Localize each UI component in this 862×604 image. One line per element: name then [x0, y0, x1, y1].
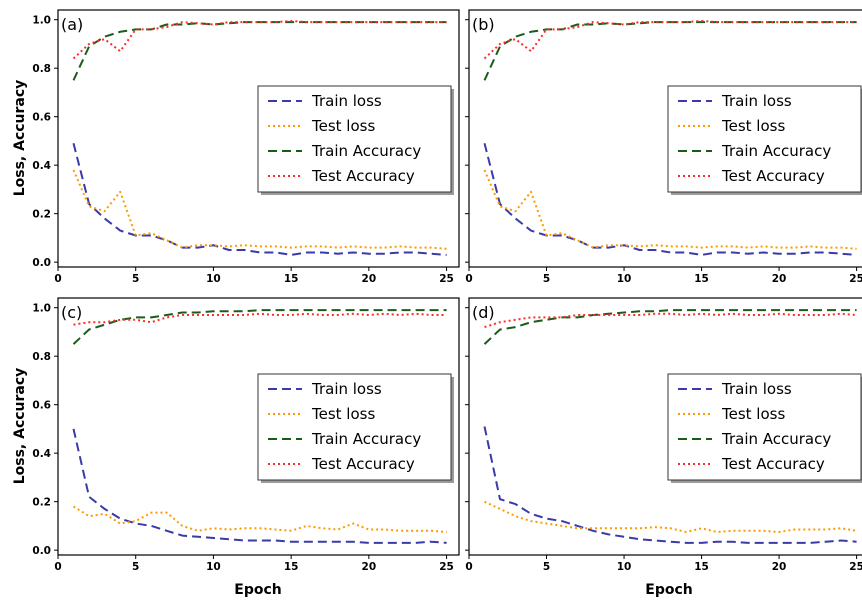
x-tick-label: 20 [772, 561, 787, 573]
chart-panel-2: 0 5 10 15 20 25 (b) Train loss Test loss Train Ac… [465, 9, 862, 285]
legend-entry: Train loss [721, 92, 792, 110]
legend-entry: Train loss [721, 380, 792, 398]
y-axis-label-top: Loss, Accuracy [12, 80, 28, 197]
x-tick-label: 25 [849, 561, 862, 573]
y-tick-label: 1.0 [32, 15, 51, 27]
x-tick-label: 0 [54, 561, 61, 573]
series-line-train-accuracy [72, 21, 447, 81]
x-axis-label-left: Epoch [234, 582, 281, 598]
series-line-train-accuracy [483, 21, 857, 81]
legend-entry: Test Accuracy [311, 455, 415, 473]
x-tick-label: 25 [439, 561, 454, 573]
x-tick-label: 20 [362, 273, 377, 285]
x-tick-label: 15 [284, 273, 299, 285]
x-tick-label: 20 [362, 561, 377, 573]
series-group [483, 309, 857, 544]
panel-label: (c) [61, 303, 82, 322]
legend: Train loss Test loss Train Accuracy Test Ac… [667, 373, 862, 483]
y-tick-label: 0.6 [32, 112, 51, 124]
series-line-test-loss [72, 505, 447, 533]
legend: Train loss Test loss Train Accuracy Test Ac… [667, 85, 862, 195]
x-tick-label: 25 [439, 273, 454, 285]
legend-box [667, 373, 862, 481]
series-group [483, 19, 857, 256]
y-tick-label: 0.4 [32, 448, 51, 460]
legend-entry: Test loss [721, 117, 785, 135]
x-tick-label: 5 [132, 561, 139, 573]
legend: Train loss Test loss Train Accuracy Test Ac… [257, 373, 454, 483]
x-tick-label: 10 [617, 561, 632, 573]
y-tick-label: 1.0 [32, 303, 51, 315]
y-tick-label: 0.8 [32, 63, 51, 75]
legend: Train loss Test loss Train Accuracy Test Ac… [257, 85, 454, 195]
legend-entry: Test Accuracy [721, 167, 825, 185]
x-tick-label: 20 [772, 273, 787, 285]
x-tick-label: 0 [465, 561, 472, 573]
series-line-test-loss [484, 500, 857, 533]
y-axis-label-bottom: Loss, Accuracy [12, 368, 28, 485]
legend-entry: Train Accuracy [721, 430, 831, 448]
series-line-train-loss [72, 143, 447, 256]
y-tick-label: 0.4 [32, 160, 51, 172]
legend-box [257, 85, 452, 193]
y-tick-label: 0.2 [32, 209, 51, 221]
x-tick-label: 15 [694, 561, 709, 573]
x-tick-label: 5 [543, 273, 550, 285]
x-tick-label: 5 [132, 273, 139, 285]
x-tick-label: 15 [284, 561, 299, 573]
legend-entry: Test Accuracy [311, 167, 415, 185]
panel-label: (d) [472, 303, 495, 322]
legend-entry: Train Accuracy [311, 430, 421, 448]
x-tick-label: 10 [617, 273, 632, 285]
series-group [72, 309, 447, 544]
y-tick-label: 0.6 [32, 400, 51, 412]
series-line-test-accuracy [484, 312, 857, 329]
y-tick-label: 0.8 [32, 351, 51, 363]
chart-panel-4: 0 5 10 15 20 25 (d) Train loss Test loss Train Ac… [465, 297, 862, 573]
y-tick-label: 0.2 [32, 497, 51, 509]
legend-entry: Test loss [721, 405, 785, 423]
x-axis-label-right: Epoch [645, 582, 692, 598]
series-line-test-loss [483, 169, 857, 250]
legend-entry: Test Accuracy [721, 455, 825, 473]
x-tick-label: 15 [694, 273, 709, 285]
chart-panel-3: 0 5 10 15 20 25 0.0 0.2 0.4 0.6 0.8 1.0 (c) Train los… [32, 297, 460, 573]
panel-label: (b) [472, 15, 495, 34]
legend-entry: Train Accuracy [721, 142, 831, 160]
legend-entry: Train Accuracy [311, 142, 421, 160]
series-group [72, 19, 447, 256]
x-tick-label: 0 [54, 273, 61, 285]
x-tick-label: 0 [465, 273, 472, 285]
y-tick-label: 0.0 [32, 257, 51, 269]
x-tick-label: 10 [206, 561, 221, 573]
y-tick-label: 0.0 [32, 545, 51, 557]
legend-entry: Test loss [311, 117, 375, 135]
legend-entry: Test loss [311, 405, 375, 423]
panel-label: (a) [61, 15, 83, 34]
x-tick-label: 25 [849, 273, 862, 285]
chart-panel-1: 0 5 10 15 20 25 0.0 0.2 0.4 0.6 0.8 1.0 (a) Train los… [32, 9, 460, 285]
legend-box [667, 85, 862, 193]
x-tick-label: 5 [543, 561, 550, 573]
legend-box [257, 373, 452, 481]
x-tick-label: 10 [206, 273, 221, 285]
legend-entry: Train loss [311, 92, 382, 110]
legend-entry: Train loss [311, 380, 382, 398]
series-line-test-loss [72, 169, 447, 250]
